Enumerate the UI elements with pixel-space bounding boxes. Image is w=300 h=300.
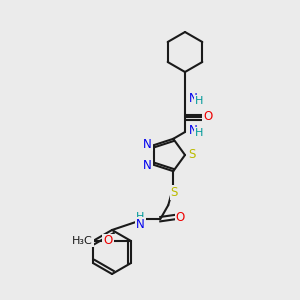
Text: H: H xyxy=(195,96,203,106)
Text: N: N xyxy=(189,124,197,137)
Text: O: O xyxy=(203,110,213,124)
Text: O: O xyxy=(103,235,113,248)
Text: N: N xyxy=(136,218,145,231)
Text: O: O xyxy=(176,211,185,224)
Text: S: S xyxy=(171,186,178,199)
Text: N: N xyxy=(189,92,197,106)
Text: H: H xyxy=(136,212,144,222)
Text: H: H xyxy=(195,128,203,138)
Text: S: S xyxy=(188,148,196,161)
Text: N: N xyxy=(143,160,152,172)
Text: N: N xyxy=(143,137,152,151)
Text: H₃C: H₃C xyxy=(72,236,93,246)
